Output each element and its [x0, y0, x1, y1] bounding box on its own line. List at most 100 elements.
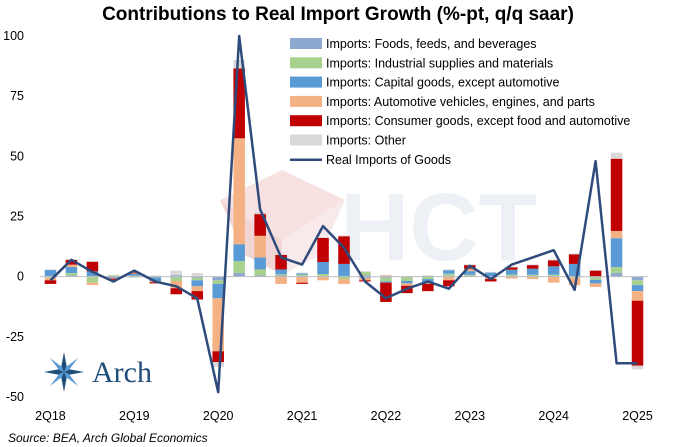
bar-segment-1Q22-series-1	[359, 271, 371, 276]
bar-segment-3Q24-series-4	[568, 254, 581, 264]
bar-segment-3Q18-series-1	[65, 273, 78, 276]
bar-segment-3Q20-series-0	[233, 273, 245, 277]
bar-segment-2Q20-series-5	[212, 362, 224, 367]
bar-segment-2Q18-series-5	[44, 269, 57, 270]
bar-segment-1Q24-series-3	[526, 276, 539, 280]
bar-segment-1Q21-series-4	[275, 255, 287, 270]
bar-segment-4Q20-series-4	[254, 214, 266, 236]
bars	[44, 60, 644, 370]
bar-segment-1Q25-series-3	[610, 230, 623, 239]
bar-segment-3Q21-series-5	[317, 237, 329, 238]
bar-segment-2Q20-series-1	[212, 280, 224, 284]
bar-segment-2Q19-series-4	[128, 272, 141, 274]
bar-segment-2Q19-series-5	[128, 271, 141, 273]
legend-label: Imports: Capital goods, except automotiv…	[326, 76, 560, 90]
bar-segment-3Q18-series-4	[65, 259, 78, 265]
bar-segment-4Q19-series-4	[170, 288, 183, 295]
bar-segment-1Q20-series-5	[191, 273, 204, 277]
bar-segment-1Q21-series-0	[275, 275, 287, 277]
bar-segment-1Q23-series-3	[443, 276, 455, 281]
bar-segment-4Q21-series-3	[338, 279, 350, 284]
bar-segment-4Q20-series-0	[254, 275, 266, 277]
bar-segment-2Q24-series-4	[547, 260, 560, 267]
bar-segment-3Q19-series-5	[149, 275, 162, 277]
x-tick-label: 2Q24	[538, 409, 569, 423]
bar-segment-3Q24-series-3	[568, 277, 581, 286]
bar-segment-4Q22-series-5	[422, 275, 434, 276]
bar-segment-4Q18-series-2	[86, 271, 99, 277]
bar-segment-4Q23-series-4	[505, 267, 518, 270]
bar-segment-3Q20-series-3	[233, 138, 245, 245]
bar-segment-2Q18-series-4	[44, 280, 57, 284]
bar-segment-3Q21-series-4	[317, 237, 329, 262]
bar-segment-1Q25-series-1	[610, 267, 623, 274]
legend-label: Imports: Industrial supplies and materia…	[326, 56, 553, 70]
arch-star-icon	[44, 352, 84, 392]
bar-segment-2Q21-series-1	[296, 274, 308, 276]
bar-segment-3Q24-series-2	[568, 263, 581, 276]
bar-segment-4Q21-series-1	[338, 276, 350, 280]
bar-segment-2Q23-series-2	[464, 271, 476, 275]
arch-logo: Arch	[44, 352, 152, 392]
bar-segment-1Q22-series-2	[359, 276, 371, 278]
bar-segment-3Q22-series-5	[401, 293, 413, 294]
bar-segment-3Q22-series-3	[401, 283, 413, 286]
bar-segment-4Q24-series-4	[589, 270, 602, 277]
bar-segment-4Q19-series-3	[170, 280, 183, 289]
bar-segment-4Q18-series-4	[86, 261, 99, 272]
y-tick-label: 25	[10, 210, 24, 224]
y-tick-label: 50	[10, 149, 24, 163]
arch-logo-text: Arch	[92, 356, 152, 389]
legend-swatch	[290, 95, 322, 107]
bar-segment-1Q24-series-4	[526, 265, 539, 269]
bar-segment-3Q20-series-2	[233, 244, 245, 262]
bar-segment-2Q25-series-4	[631, 300, 644, 366]
real-imports-line	[49, 34, 638, 394]
bar-segment-3Q23-series-2	[484, 272, 497, 277]
y-tick-label: -50	[6, 390, 24, 404]
bar-segment-2Q22-series-5	[380, 274, 392, 276]
bar-segment-4Q20-series-3	[254, 235, 266, 258]
bar-segment-4Q18-series-3	[86, 282, 99, 286]
bar-segment-2Q25-series-1	[631, 280, 644, 286]
source-note: Source: BEA, Arch Global Economics	[8, 431, 208, 445]
legend-swatch	[290, 134, 322, 146]
bar-segment-4Q21-series-5	[338, 235, 350, 237]
watermark-text: HCT	[340, 174, 537, 281]
bar-segment-1Q19-series-1	[107, 275, 120, 276]
bar-segment-3Q24-series-5	[568, 253, 581, 255]
bar-segment-2Q21-series-2	[296, 273, 308, 275]
bar-segment-3Q18-series-2	[65, 267, 78, 274]
bar-segment-1Q20-series-2	[191, 280, 204, 287]
legend-swatch	[290, 76, 322, 88]
bar-segment-2Q18-series-2	[44, 269, 57, 276]
bar-segment-2Q22-series-0	[380, 276, 392, 278]
bar-segment-1Q20-series-3	[191, 286, 204, 292]
bar-segment-1Q20-series-0	[191, 276, 204, 278]
bar-segment-1Q23-series-5	[443, 269, 455, 271]
bar-segment-3Q22-series-1	[401, 277, 413, 281]
bar-segment-3Q20-series-1	[233, 261, 245, 274]
watermark-diamond	[220, 170, 345, 240]
bar-segment-2Q22-series-3	[380, 275, 392, 277]
bar-segment-2Q21-series-5	[296, 272, 308, 274]
x-tick-label: 2Q18	[35, 409, 66, 423]
bar-segment-4Q23-series-3	[505, 276, 518, 279]
bar-segment-4Q20-series-5	[254, 212, 266, 215]
x-tick-label: 2Q25	[622, 409, 653, 423]
bar-segment-1Q25-series-5	[610, 152, 623, 159]
bar-segment-1Q25-series-2	[610, 238, 623, 268]
bar-segment-1Q21-series-1	[275, 274, 287, 276]
bar-segment-1Q23-series-2	[443, 270, 455, 274]
y-tick-label: 100	[3, 29, 24, 43]
bar-segment-3Q21-series-3	[317, 276, 329, 281]
legend: Imports: Foods, feeds, and beverages Impo…	[290, 37, 630, 167]
y-tick-label: 0	[17, 270, 24, 284]
bar-segment-2Q19-series-2	[128, 274, 141, 276]
x-tick-label: 2Q19	[119, 409, 150, 423]
bar-segment-4Q24-series-1	[589, 277, 602, 280]
bar-segment-3Q23-series-1	[484, 276, 497, 278]
bar-segment-1Q23-series-4	[443, 280, 455, 287]
bar-segment-1Q23-series-1	[443, 273, 455, 276]
bar-segment-1Q20-series-4	[191, 291, 204, 300]
